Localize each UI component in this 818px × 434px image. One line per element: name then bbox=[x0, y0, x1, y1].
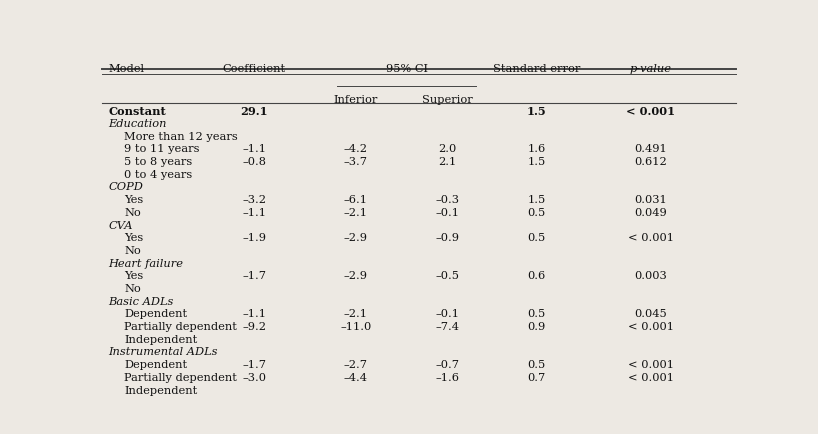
Text: Yes: Yes bbox=[124, 195, 144, 205]
Text: –1.7: –1.7 bbox=[242, 271, 267, 281]
Text: 2.1: 2.1 bbox=[438, 157, 457, 167]
Text: –4.4: –4.4 bbox=[344, 373, 368, 383]
Text: Basic ADLs: Basic ADLs bbox=[109, 297, 174, 307]
Text: Independent: Independent bbox=[124, 335, 198, 345]
Text: 1.5: 1.5 bbox=[528, 157, 546, 167]
Text: COPD: COPD bbox=[109, 182, 143, 192]
Text: Yes: Yes bbox=[124, 233, 144, 243]
Text: Heart failure: Heart failure bbox=[109, 259, 183, 269]
Text: 0.045: 0.045 bbox=[634, 309, 667, 319]
Text: –9.2: –9.2 bbox=[242, 322, 267, 332]
Text: 5 to 8 years: 5 to 8 years bbox=[124, 157, 193, 167]
Text: 0.003: 0.003 bbox=[634, 271, 667, 281]
Text: No: No bbox=[124, 208, 142, 218]
Text: Constant: Constant bbox=[109, 106, 166, 117]
Text: –1.1: –1.1 bbox=[242, 208, 267, 218]
Text: Education: Education bbox=[109, 119, 167, 129]
Text: 0.7: 0.7 bbox=[528, 373, 546, 383]
Text: Standard error: Standard error bbox=[492, 64, 580, 74]
Text: 1.5: 1.5 bbox=[527, 106, 546, 117]
Text: Instrumental ADLs: Instrumental ADLs bbox=[109, 348, 218, 358]
Text: –0.7: –0.7 bbox=[436, 360, 460, 370]
Text: Partially dependent: Partially dependent bbox=[124, 373, 237, 383]
Text: –0.3: –0.3 bbox=[436, 195, 460, 205]
Text: 0.5: 0.5 bbox=[528, 233, 546, 243]
Text: 0.491: 0.491 bbox=[634, 145, 667, 155]
Text: –1.1: –1.1 bbox=[242, 145, 267, 155]
Text: < 0.001: < 0.001 bbox=[627, 322, 673, 332]
Text: 0.9: 0.9 bbox=[528, 322, 546, 332]
Text: –2.9: –2.9 bbox=[344, 233, 368, 243]
Text: 1.6: 1.6 bbox=[528, 145, 546, 155]
Text: –6.1: –6.1 bbox=[344, 195, 368, 205]
Text: Independent: Independent bbox=[124, 385, 198, 396]
Text: Yes: Yes bbox=[124, 271, 144, 281]
Text: –4.2: –4.2 bbox=[344, 145, 368, 155]
Text: No: No bbox=[124, 284, 142, 294]
Text: –2.1: –2.1 bbox=[344, 208, 368, 218]
Text: 0.5: 0.5 bbox=[528, 309, 546, 319]
Text: Coefficient: Coefficient bbox=[222, 64, 286, 74]
Text: –0.8: –0.8 bbox=[242, 157, 267, 167]
Text: 9 to 11 years: 9 to 11 years bbox=[124, 145, 200, 155]
Text: 0.6: 0.6 bbox=[528, 271, 546, 281]
Text: 0 to 4 years: 0 to 4 years bbox=[124, 170, 193, 180]
Text: p-value: p-value bbox=[630, 64, 672, 74]
Text: 0.612: 0.612 bbox=[634, 157, 667, 167]
Text: Superior: Superior bbox=[422, 95, 473, 105]
Text: –0.9: –0.9 bbox=[436, 233, 460, 243]
Text: Dependent: Dependent bbox=[124, 360, 187, 370]
Text: Inferior: Inferior bbox=[334, 95, 378, 105]
Text: < 0.001: < 0.001 bbox=[627, 373, 673, 383]
Text: < 0.001: < 0.001 bbox=[627, 233, 673, 243]
Text: Dependent: Dependent bbox=[124, 309, 187, 319]
Text: –0.5: –0.5 bbox=[436, 271, 460, 281]
Text: < 0.001: < 0.001 bbox=[627, 360, 673, 370]
Text: 0.031: 0.031 bbox=[634, 195, 667, 205]
Text: < 0.001: < 0.001 bbox=[626, 106, 675, 117]
Text: –7.4: –7.4 bbox=[436, 322, 460, 332]
Text: –1.6: –1.6 bbox=[436, 373, 460, 383]
Text: No: No bbox=[124, 246, 142, 256]
Text: –3.0: –3.0 bbox=[242, 373, 267, 383]
Text: 29.1: 29.1 bbox=[240, 106, 268, 117]
Text: –11.0: –11.0 bbox=[340, 322, 371, 332]
Text: –3.7: –3.7 bbox=[344, 157, 368, 167]
Text: –2.7: –2.7 bbox=[344, 360, 368, 370]
Text: –1.7: –1.7 bbox=[242, 360, 267, 370]
Text: –1.9: –1.9 bbox=[242, 233, 267, 243]
Text: –0.1: –0.1 bbox=[436, 208, 460, 218]
Text: 1.5: 1.5 bbox=[528, 195, 546, 205]
Text: 2.0: 2.0 bbox=[438, 145, 457, 155]
Text: –2.1: –2.1 bbox=[344, 309, 368, 319]
Text: CVA: CVA bbox=[109, 220, 133, 230]
Text: 0.5: 0.5 bbox=[528, 360, 546, 370]
Text: 0.5: 0.5 bbox=[528, 208, 546, 218]
Text: –2.9: –2.9 bbox=[344, 271, 368, 281]
Text: 95% CI: 95% CI bbox=[385, 64, 428, 74]
Text: –3.2: –3.2 bbox=[242, 195, 267, 205]
Text: –1.1: –1.1 bbox=[242, 309, 267, 319]
Text: Partially dependent: Partially dependent bbox=[124, 322, 237, 332]
Text: Model: Model bbox=[109, 64, 145, 74]
Text: More than 12 years: More than 12 years bbox=[124, 132, 238, 141]
Text: 0.049: 0.049 bbox=[634, 208, 667, 218]
Text: –0.1: –0.1 bbox=[436, 309, 460, 319]
